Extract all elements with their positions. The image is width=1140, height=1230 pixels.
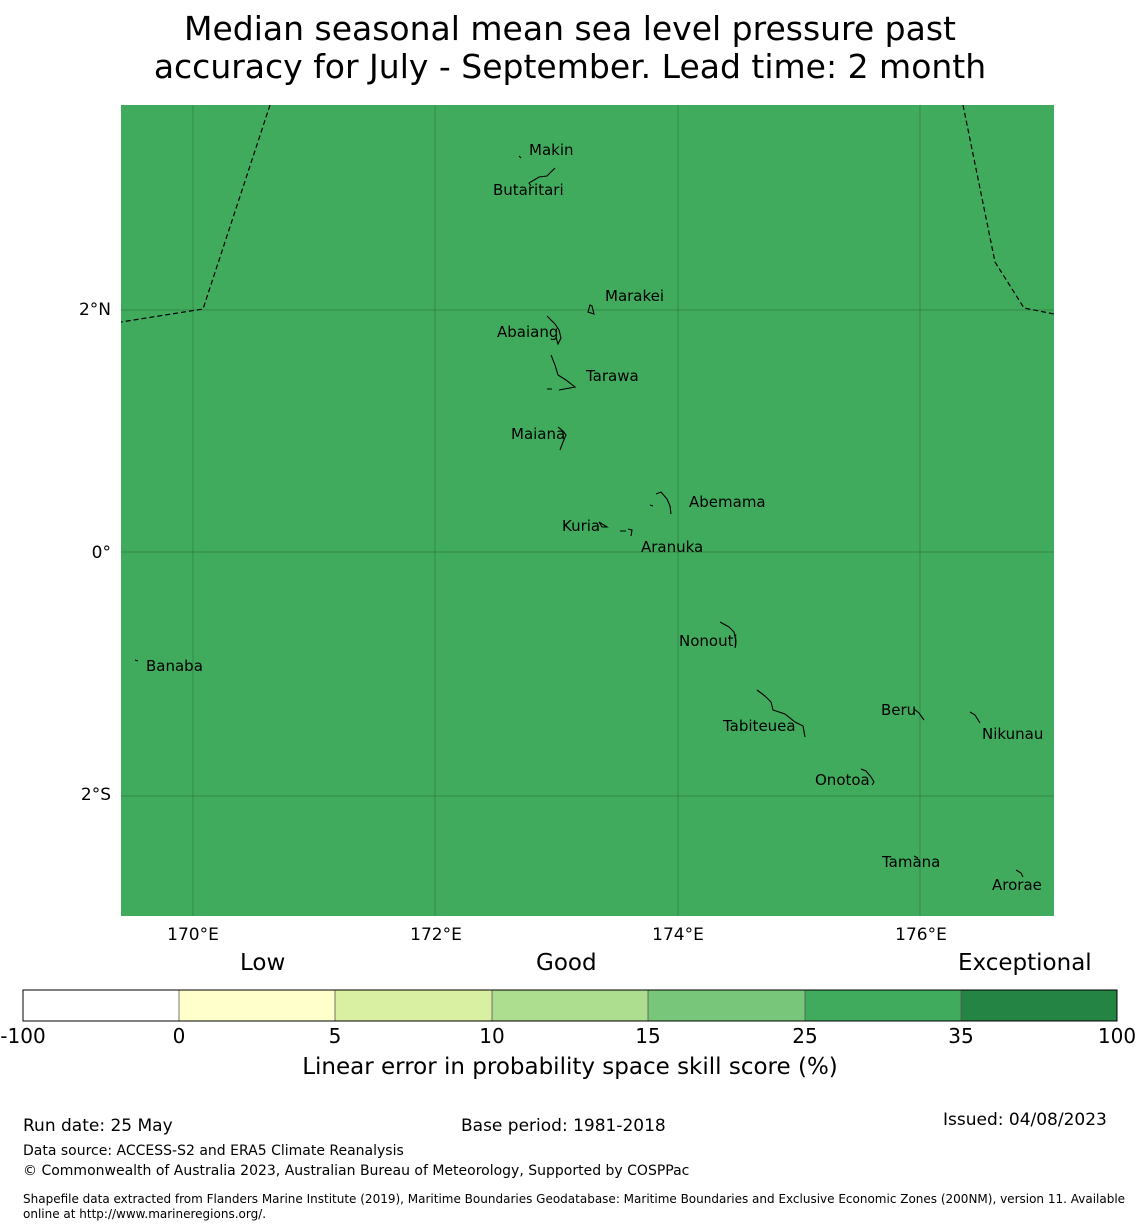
island-label-butaritari: Butaritari (493, 181, 564, 199)
island-shape-tamana (913, 855, 919, 859)
island-labels: Makin Butaritari Marakei Abaiang Tarawa … (146, 141, 1043, 894)
copyright: © Commonwealth of Australia 2023, Austra… (23, 1163, 690, 1179)
island-label-aranuka: Aranuka (641, 538, 703, 556)
island-shape-makin (518, 155, 522, 159)
island-shape-abaiang (546, 315, 562, 346)
island-label-tarawa: Tarawa (585, 367, 639, 385)
island-shape-tarawa (547, 354, 577, 391)
longitude-labels: 170°E 172°E 174°E 176°E (167, 925, 947, 945)
shapefile-credit-line-2: online at http://www.marineregions.org/. (23, 1207, 267, 1221)
colorbar-segment-0-5 (179, 990, 335, 1021)
island-label-tamana: Tamana (881, 853, 940, 871)
colorbar-segment-neg100-0 (23, 990, 179, 1021)
lat-label-0: 0° (92, 543, 111, 563)
island-label-arorae: Arorae (992, 876, 1042, 894)
island-label-abaiang: Abaiang (497, 323, 558, 341)
island-shape-marakei (587, 304, 595, 315)
colorbar-tick: 5 (328, 1024, 342, 1048)
island-label-kuria: Kuria (562, 517, 600, 535)
issued-date: Issued: 04/08/2023 (943, 1110, 1107, 1130)
island-label-makin: Makin (529, 141, 574, 159)
lon-label-174e: 174°E (652, 925, 704, 945)
shapefile-credit: Shapefile data extracted from Flanders M… (23, 1192, 1125, 1222)
island-shape-beru (913, 708, 925, 721)
graticule (121, 105, 1054, 916)
island-shape-nonouti (719, 621, 737, 649)
island-label-onotoa: Onotoa (815, 771, 870, 789)
eez-boundary-east (962, 104, 1055, 315)
island-label-banaba: Banaba (146, 657, 203, 675)
island-shape-aranuka (620, 528, 633, 537)
map-area (121, 105, 1054, 916)
island-label-maiana: Maiana (511, 425, 565, 443)
colorbar-tick: -100 (0, 1024, 46, 1048)
colorbar-segment-25-35 (805, 990, 961, 1021)
colorbar-tick: 15 (635, 1024, 661, 1048)
island-shape-arorae (1015, 869, 1024, 878)
island-label-nonouti: Nonouti (679, 632, 738, 650)
island-label-abemama: Abemama (689, 493, 766, 511)
island-shape-banaba (134, 659, 139, 662)
eez-boundaries (120, 104, 1055, 323)
title-line-2: accuracy for July - September. Lead time… (153, 47, 987, 86)
colorbar-segment-5-10 (335, 990, 492, 1021)
island-label-beru: Beru (881, 701, 916, 719)
base-period: Base period: 1981-2018 (461, 1116, 666, 1136)
colorbar-tick: 35 (948, 1024, 974, 1048)
colorbar-label-exceptional: Exceptional (958, 950, 1092, 976)
lon-label-170e: 170°E (167, 925, 219, 945)
data-source: Data source: ACCESS-S2 and ERA5 Climate … (23, 1143, 404, 1159)
shapefile-credit-line-1: Shapefile data extracted from Flanders M… (23, 1192, 1126, 1206)
lat-label-2s: 2°S (81, 785, 111, 805)
lon-label-176e: 176°E (895, 925, 947, 945)
island-outlines (134, 155, 1024, 878)
colorbar-dividers (178, 990, 962, 1021)
colorbar-title: Linear error in probability space skill … (302, 1054, 838, 1080)
island-shape-abemama (649, 491, 672, 515)
colorbar-label-good: Good (536, 950, 597, 976)
colorbar-tick: 0 (172, 1024, 186, 1048)
lat-label-2n: 2°N (79, 300, 111, 320)
island-shape-nikunau (969, 711, 981, 724)
colorbar-segment-15-25 (648, 990, 805, 1021)
colorbar-tick: 100 (1097, 1024, 1137, 1048)
colorbar-segment-35-100 (961, 990, 1117, 1021)
chart-title: Median seasonal mean sea level pressure … (0, 10, 1140, 86)
colorbar (22, 989, 1118, 1022)
island-shape-maiana (557, 426, 567, 451)
lon-label-172e: 172°E (410, 925, 462, 945)
island-label-tabiteuea: Tabiteuea (722, 717, 796, 735)
colorbar-tick: 25 (792, 1024, 818, 1048)
island-label-marakei: Marakei (605, 287, 664, 305)
colorbar-border (22, 989, 1118, 1022)
run-date: Run date: 25 May (23, 1116, 173, 1136)
colorbar-label-low: Low (240, 950, 286, 976)
island-shape-onotoa (860, 768, 875, 786)
island-shape-butaritari (528, 167, 556, 187)
colorbar-tick: 10 (479, 1024, 505, 1048)
title-line-1: Median seasonal mean sea level pressure … (184, 9, 956, 48)
colorbar-segment-10-15 (492, 990, 648, 1021)
island-shape-kuria (598, 521, 609, 528)
latitude-labels: 2°N 0° 2°S (79, 300, 111, 805)
island-shape-tabiteuea (756, 689, 806, 738)
island-label-nikunau: Nikunau (982, 725, 1043, 743)
